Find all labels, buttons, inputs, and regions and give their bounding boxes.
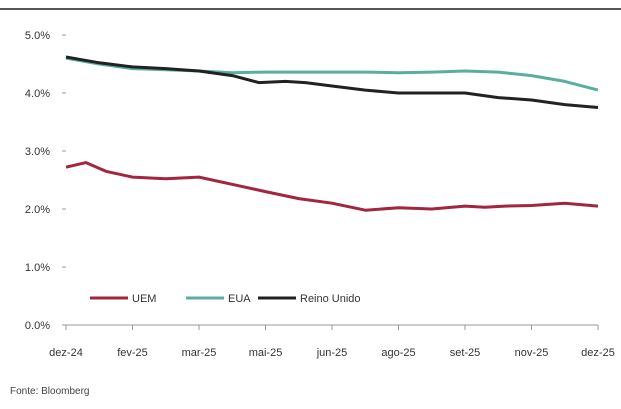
legend-label: EUA (228, 293, 251, 305)
x-tick-label: set-25 (450, 347, 481, 359)
y-tick-label: 3.0% (25, 146, 50, 158)
x-axis-ticks: dez-24 fev-25 mar-25 mai-25 jun-25 ago-25 set-… (49, 325, 615, 359)
legend-label: Reino Unido (300, 293, 361, 305)
y-axis-ticks: 0.0% 1.0% 2.0% 3.0% 4.0% 5.0% (25, 30, 66, 332)
x-tick-label: nov-25 (515, 347, 549, 359)
legend: UEM EUA Reino Unido (90, 293, 361, 305)
y-tick-label: 5.0% (25, 30, 50, 42)
y-tick-label: 2.0% (25, 204, 50, 216)
source-note: Fonte: Bloomberg (10, 386, 90, 397)
x-tick-label: fev-25 (117, 347, 148, 359)
y-tick-label: 1.0% (25, 262, 50, 274)
series-line-uem (65, 161, 599, 212)
x-tick-label: mar-25 (182, 347, 217, 359)
x-tick-label: jun-25 (316, 347, 348, 359)
x-tick-label: dez-25 (581, 347, 615, 359)
x-tick-label: mai-25 (249, 347, 283, 359)
series-lines (65, 55, 599, 212)
y-tick-label: 0.0% (25, 320, 50, 332)
series-line-reino-unido (65, 55, 599, 109)
x-tick-label: dez-24 (49, 347, 83, 359)
x-tick-label: ago-25 (381, 347, 415, 359)
y-tick-label: 4.0% (25, 88, 50, 100)
legend-label: UEM (132, 293, 156, 305)
